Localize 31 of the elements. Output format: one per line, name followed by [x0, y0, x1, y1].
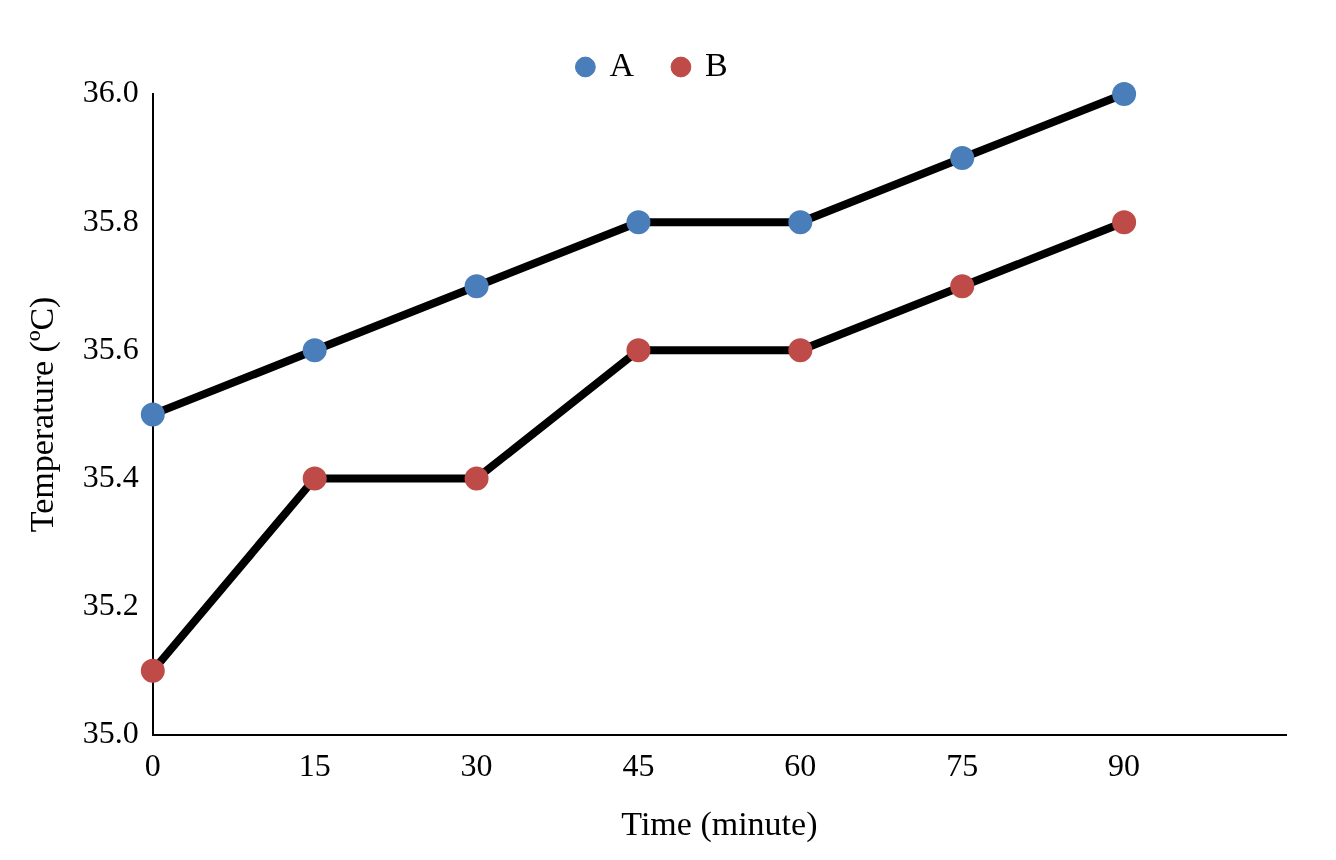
x-tick-label: 60 — [784, 747, 817, 784]
x-tick-label: 0 — [144, 747, 161, 784]
x-tick-label: 15 — [298, 747, 331, 784]
y-tick-label: 35.8 — [82, 201, 139, 238]
point — [302, 338, 327, 363]
y-tick-label: 36.0 — [82, 73, 139, 110]
y-tick-label: 35.0 — [82, 714, 139, 751]
point — [950, 146, 975, 171]
legend-label: B — [704, 45, 728, 83]
x-tick-label: 90 — [1108, 747, 1141, 784]
point — [1112, 210, 1137, 235]
point — [1112, 82, 1137, 106]
x-axis-title: Time (minute) — [621, 804, 818, 843]
point — [140, 402, 165, 427]
point — [626, 210, 651, 235]
y-tick-label: 35.4 — [82, 457, 139, 494]
y-tick-label: 35.6 — [82, 329, 139, 366]
x-tick-label: 30 — [460, 747, 493, 784]
point — [626, 338, 651, 363]
y-axis-title: Temperature (ºC) — [23, 296, 62, 533]
point — [788, 338, 813, 363]
point — [464, 274, 489, 299]
x-tick-label: 45 — [622, 747, 655, 784]
legend-label: A — [609, 45, 635, 83]
y-tick-label: 35.2 — [82, 586, 139, 623]
point — [302, 466, 327, 491]
point — [788, 210, 813, 235]
point — [950, 274, 975, 299]
x-tick-label: 75 — [946, 747, 979, 784]
point — [140, 658, 165, 683]
point — [464, 466, 489, 491]
